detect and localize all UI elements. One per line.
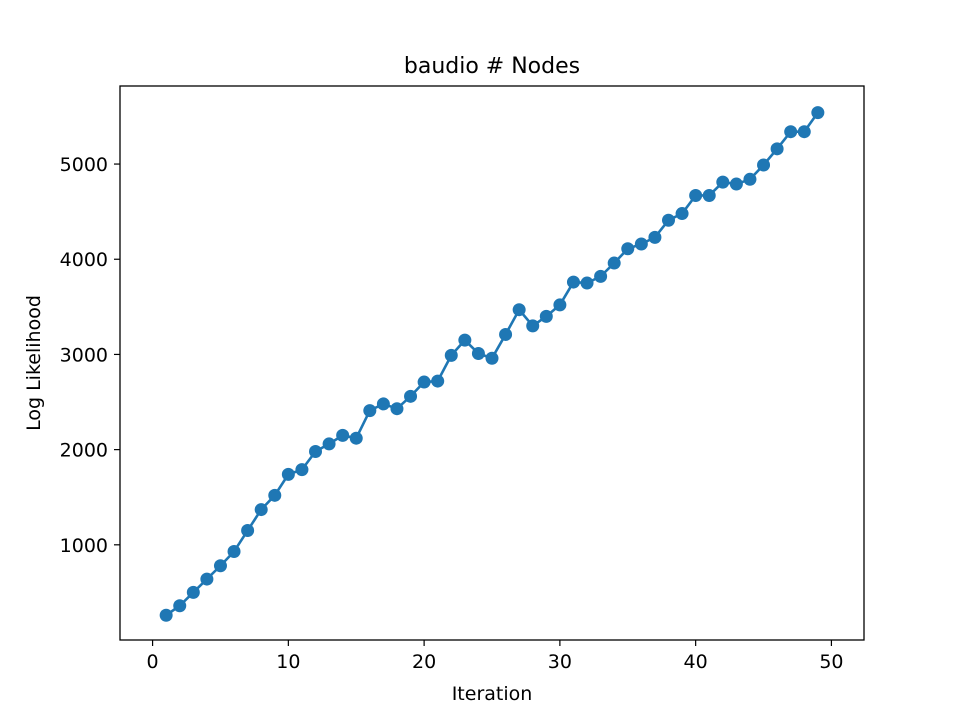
data-point: [811, 106, 825, 120]
data-point: [363, 404, 377, 418]
data-point: [566, 275, 580, 289]
y-tick-label: 4000: [60, 249, 108, 271]
data-point: [336, 428, 350, 442]
data-point: [309, 445, 323, 459]
data-point: [648, 230, 662, 244]
data-point: [499, 327, 513, 341]
x-tick-label: 50: [819, 651, 843, 673]
x-tick-label: 30: [548, 651, 572, 673]
data-point: [349, 431, 363, 445]
x-tick-label: 10: [276, 651, 300, 673]
data-point: [539, 309, 553, 323]
axes: 0 10 20 30 40 50 1000 2000 3000 4000 5000: [60, 154, 844, 673]
x-axis-label: Iteration: [452, 683, 533, 705]
data-point: [526, 319, 540, 333]
data-point: [254, 503, 268, 517]
y-axis-label: Log Likelihood: [23, 295, 45, 431]
data-point: [471, 346, 485, 360]
y-tick-label: 1000: [60, 535, 108, 557]
data-point: [729, 177, 743, 191]
data-point: [444, 348, 458, 362]
data-point: [417, 375, 431, 389]
data-point: [390, 402, 404, 416]
data-point: [322, 437, 336, 451]
data-point: [743, 172, 757, 186]
data-point: [186, 585, 200, 599]
data-point: [213, 559, 227, 573]
data-point: [553, 298, 567, 312]
data-point: [702, 188, 716, 202]
data-point: [227, 544, 241, 558]
series-baudio: [159, 106, 825, 622]
y-tick-label: 2000: [60, 440, 108, 462]
data-point: [675, 207, 689, 221]
x-tick-label: 40: [684, 651, 708, 673]
data-point: [404, 389, 418, 403]
data-point: [716, 175, 730, 189]
data-point: [268, 488, 282, 502]
data-point: [512, 303, 526, 317]
y-tick-label: 3000: [60, 344, 108, 366]
data-point: [580, 276, 594, 290]
data-point: [159, 608, 173, 622]
data-point: [173, 599, 187, 613]
plot-frame: [119, 85, 865, 641]
data-point: [431, 374, 445, 388]
data-point: [797, 125, 811, 139]
x-tick-label: 20: [412, 651, 436, 673]
data-point: [485, 351, 499, 365]
data-point: [607, 256, 621, 270]
data-point: [241, 524, 255, 538]
data-point: [634, 237, 648, 251]
data-point: [594, 269, 608, 283]
data-point: [689, 188, 703, 202]
data-point: [784, 125, 798, 139]
data-point: [376, 397, 390, 411]
y-tick-label: 5000: [60, 154, 108, 176]
data-point: [757, 158, 771, 172]
data-point: [661, 213, 675, 227]
data-point: [458, 333, 472, 347]
data-point: [770, 142, 784, 156]
data-point: [281, 467, 295, 481]
data-point: [295, 463, 309, 477]
chart-title: baudio # Nodes: [404, 54, 580, 79]
data-point: [200, 572, 214, 586]
x-tick-label: 0: [147, 651, 159, 673]
data-point: [621, 242, 635, 256]
